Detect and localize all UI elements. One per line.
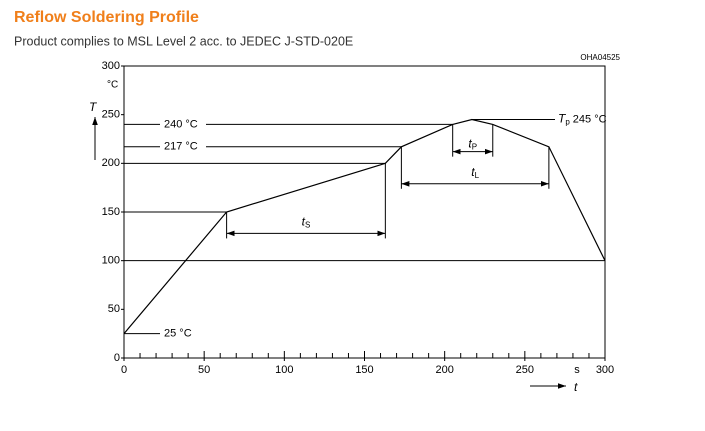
reference-label: 217 °C — [164, 141, 198, 153]
y-tick-label: 150 — [102, 206, 120, 218]
y-unit: °C — [107, 80, 118, 91]
interval-symbol: t — [302, 215, 306, 229]
y-tick-label: 50 — [108, 303, 120, 315]
x-tick-label: 150 — [355, 364, 373, 376]
y-tick-label: 250 — [102, 109, 120, 121]
y-tick-label: 300 — [102, 60, 120, 72]
x-tick-label: 250 — [516, 364, 534, 376]
x-unit: s — [574, 364, 580, 376]
y-tick-label: 0 — [114, 352, 120, 364]
chart-subtitle: Product complies to MSL Level 2 acc. to … — [14, 34, 353, 48]
interval-sub: P — [472, 143, 477, 152]
figure-id: OHA04525 — [580, 53, 620, 62]
y-axis-label: T — [89, 100, 98, 114]
x-tick-label: 50 — [198, 364, 210, 376]
reference-label: 240 °C — [164, 118, 198, 130]
chart-title: Reflow Soldering Profile — [14, 9, 199, 26]
x-tick-label: 200 — [435, 364, 453, 376]
x-tick-label: 100 — [275, 364, 293, 376]
x-tick-label: 300 — [596, 364, 614, 376]
interval-sub: L — [475, 171, 480, 180]
peak-symbol: T — [558, 112, 567, 126]
interval-sub: S — [305, 221, 310, 230]
interval-symbol: t — [471, 165, 475, 179]
peak-sub: p — [565, 118, 570, 127]
interval-label: tL — [471, 165, 479, 180]
peak-label: Tp 245 °C — [558, 112, 607, 127]
reference-label: 25 °C — [164, 328, 192, 340]
y-tick-label: 200 — [102, 157, 120, 169]
x-axis-label: t — [574, 380, 578, 394]
y-tick-label: 100 — [102, 255, 120, 267]
profile-line — [123, 118, 606, 335]
label-bg — [464, 137, 481, 150]
interval-symbol: t — [468, 137, 472, 151]
x-tick-label: 0 — [121, 364, 127, 376]
interval-label: tP — [468, 137, 477, 152]
peak-text: 245 °C — [573, 113, 607, 125]
interval-label: tS — [302, 215, 311, 230]
